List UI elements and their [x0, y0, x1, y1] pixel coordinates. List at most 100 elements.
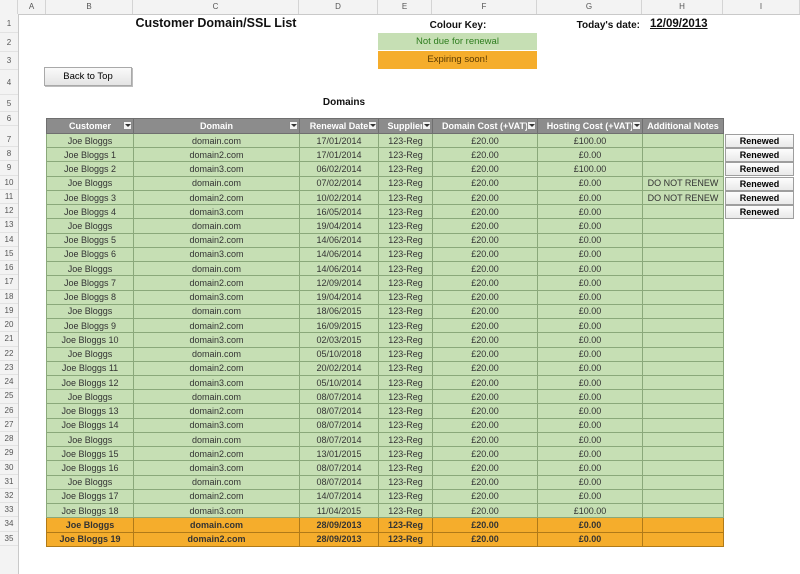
cell-renewal-date[interactable]: 19/04/2014	[299, 289, 379, 305]
cell-hosting-cost[interactable]: £0.00	[537, 175, 643, 191]
cell-domain-cost[interactable]: £20.00	[432, 488, 538, 505]
row-header[interactable]: 13	[0, 218, 18, 233]
cell-notes[interactable]	[642, 417, 724, 433]
cell-hosting-cost[interactable]: £0.00	[537, 232, 643, 248]
row-header[interactable]: 30	[0, 461, 18, 475]
cell-domain[interactable]: domain3.com	[133, 460, 300, 476]
cell-customer[interactable]: Joe Bloggs	[46, 261, 134, 277]
cell-supplier[interactable]: 123-Reg	[378, 431, 433, 448]
cell-customer[interactable]: Joe Bloggs	[46, 175, 134, 191]
table-row[interactable]: Joe Bloggs 18 domain3.com 11/04/2015 123-Re…	[46, 503, 724, 519]
cell-supplier[interactable]: 123-Reg	[378, 318, 433, 334]
cell-domain-cost[interactable]: £20.00	[432, 474, 538, 490]
row-header[interactable]: 2	[0, 33, 18, 52]
cell-customer[interactable]: Joe Bloggs 5	[46, 232, 134, 248]
row-header[interactable]: 12	[0, 204, 18, 219]
table-row[interactable]: Joe Bloggs domain.com 07/02/2014 123-Reg £20…	[46, 175, 724, 191]
cell-domain[interactable]: domain3.com	[133, 289, 300, 305]
cell-notes[interactable]	[642, 161, 724, 177]
renewed-button[interactable]: Renewed	[725, 162, 794, 177]
row-header[interactable]: 19	[0, 304, 18, 319]
cell-renewal-date[interactable]: 05/10/2014	[299, 374, 379, 391]
cell-notes[interactable]	[642, 246, 724, 263]
cell-hosting-cost[interactable]: £0.00	[537, 189, 643, 206]
row-header[interactable]: 29	[0, 446, 18, 461]
column-header[interactable]: F	[432, 0, 537, 14]
cell-notes[interactable]	[642, 147, 724, 163]
cell-notes[interactable]	[642, 503, 724, 519]
cell-domain-cost[interactable]: £20.00	[432, 261, 538, 277]
cell-hosting-cost[interactable]: £0.00	[537, 204, 643, 220]
cell-customer[interactable]: Joe Bloggs 1	[46, 147, 134, 163]
cell-domain-cost[interactable]: £20.00	[432, 374, 538, 391]
row-header[interactable]: 26	[0, 404, 18, 418]
table-row[interactable]: Joe Bloggs 13 domain2.com 08/07/2014 123-Re…	[46, 403, 724, 419]
cell-renewal-date[interactable]: 10/02/2014	[299, 189, 379, 206]
cell-notes[interactable]	[642, 332, 724, 348]
cell-domain-cost[interactable]: £20.00	[432, 189, 538, 206]
cell-supplier[interactable]: 123-Reg	[378, 161, 433, 177]
row-header[interactable]: 24	[0, 375, 18, 390]
cell-hosting-cost[interactable]: £0.00	[537, 318, 643, 334]
cell-renewal-date[interactable]: 06/02/2014	[299, 161, 379, 177]
cell-notes[interactable]	[642, 204, 724, 220]
cell-renewal-date[interactable]: 14/07/2014	[299, 488, 379, 505]
cell-domain-cost[interactable]: £20.00	[432, 175, 538, 191]
cell-customer[interactable]: Joe Bloggs 7	[46, 275, 134, 291]
table-row[interactable]: Joe Bloggs domain.com 28/09/2013 123-Reg £20…	[46, 517, 724, 533]
table-row[interactable]: Joe Bloggs 8 domain3.com 19/04/2014 123-Reg…	[46, 289, 724, 305]
cell-customer[interactable]: Joe Bloggs 3	[46, 189, 134, 206]
cell-renewal-date[interactable]: 08/07/2014	[299, 417, 379, 433]
row-header[interactable]: 1	[0, 14, 18, 33]
column-header[interactable]: H	[642, 0, 723, 14]
cell-domain-cost[interactable]: £20.00	[432, 147, 538, 163]
cell-supplier[interactable]: 123-Reg	[378, 232, 433, 248]
cell-renewal-date[interactable]: 14/06/2014	[299, 261, 379, 277]
cell-domain-cost[interactable]: £20.00	[432, 460, 538, 476]
cell-domain-cost[interactable]: £20.00	[432, 360, 538, 376]
row-header[interactable]: 32	[0, 489, 18, 504]
cell-domain-cost[interactable]: £20.00	[432, 517, 538, 533]
cell-customer[interactable]: Joe Bloggs 9	[46, 318, 134, 334]
cell-customer[interactable]: Joe Bloggs 11	[46, 360, 134, 376]
row-header[interactable]: 3	[0, 52, 18, 70]
cell-domain-cost[interactable]: £20.00	[432, 503, 538, 519]
cell-domain[interactable]: domain2.com	[133, 147, 300, 163]
table-row[interactable]: Joe Bloggs 11 domain2.com 20/02/2014 123-Re…	[46, 360, 724, 376]
cell-notes[interactable]	[642, 132, 724, 149]
cell-domain[interactable]: domain2.com	[133, 189, 300, 206]
row-header[interactable]: 8	[0, 147, 18, 162]
cell-renewal-date[interactable]: 07/02/2014	[299, 175, 379, 191]
cell-domain[interactable]: domain3.com	[133, 417, 300, 433]
cell-hosting-cost[interactable]: £0.00	[537, 332, 643, 348]
cell-supplier[interactable]: 123-Reg	[378, 189, 433, 206]
filter-dropdown-icon[interactable]	[527, 121, 536, 130]
cell-customer[interactable]: Joe Bloggs 2	[46, 161, 134, 177]
cell-hosting-cost[interactable]: £0.00	[537, 261, 643, 277]
cell-renewal-date[interactable]: 05/10/2018	[299, 346, 379, 362]
cell-notes[interactable]	[642, 261, 724, 277]
cell-domain[interactable]: domain2.com	[133, 488, 300, 505]
cell-customer[interactable]: Joe Bloggs 16	[46, 460, 134, 476]
cell-renewal-date[interactable]: 20/02/2014	[299, 360, 379, 376]
table-row[interactable]: Joe Bloggs 3 domain2.com 10/02/2014 123-Reg…	[46, 189, 724, 206]
cell-hosting-cost[interactable]: £0.00	[537, 346, 643, 362]
row-header[interactable]: 6	[0, 112, 18, 126]
cell-domain[interactable]: domain3.com	[133, 374, 300, 391]
cell-hosting-cost[interactable]: £0.00	[537, 474, 643, 490]
cell-customer[interactable]: Joe Bloggs 15	[46, 446, 134, 462]
cell-customer[interactable]: Joe Bloggs	[46, 389, 134, 405]
row-header[interactable]: 5	[0, 95, 18, 112]
cell-domain-cost[interactable]: £20.00	[432, 446, 538, 462]
cell-renewal-date[interactable]: 16/05/2014	[299, 204, 379, 220]
column-header[interactable]: B	[46, 0, 133, 14]
cell-supplier[interactable]: 123-Reg	[378, 503, 433, 519]
cell-supplier[interactable]: 123-Reg	[378, 204, 433, 220]
cell-customer[interactable]: Joe Bloggs	[46, 218, 134, 234]
cell-domain[interactable]: domain.com	[133, 474, 300, 490]
cell-supplier[interactable]: 123-Reg	[378, 360, 433, 376]
cell-hosting-cost[interactable]: £0.00	[537, 275, 643, 291]
cell-hosting-cost[interactable]: £0.00	[537, 403, 643, 419]
cell-renewal-date[interactable]: 08/07/2014	[299, 474, 379, 490]
cell-supplier[interactable]: 123-Reg	[378, 417, 433, 433]
